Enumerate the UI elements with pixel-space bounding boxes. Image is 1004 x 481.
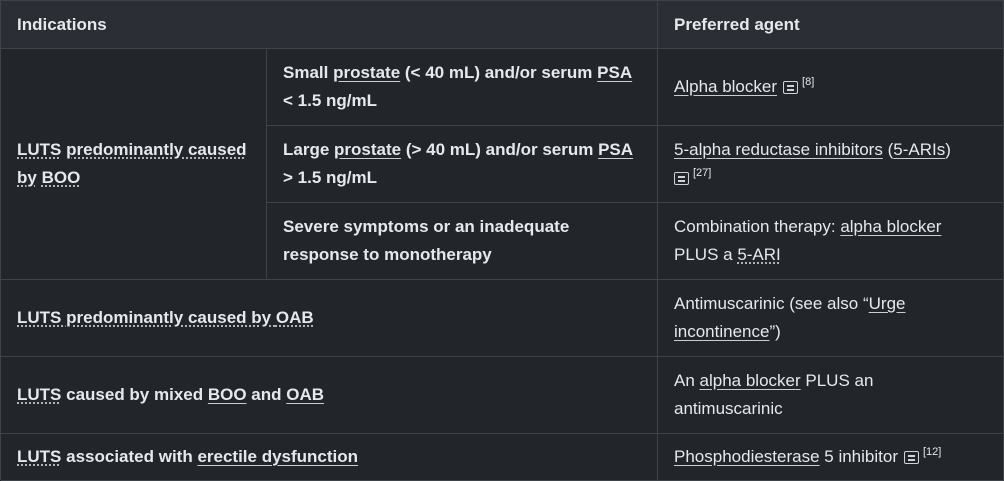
reference-12[interactable]: [12] (922, 446, 942, 458)
psa-link[interactable]: PSA (598, 140, 634, 159)
boo-group-label: LUTS predominantly caused by BOO (17, 136, 250, 192)
header-indications-label: Indications (17, 14, 107, 34)
text-fragment: ( (882, 140, 894, 159)
erectile-dysfunction-link[interactable]: erectile dysfunction (197, 447, 359, 466)
predominantly-caused-link[interactable]: predominantly caused by (61, 308, 276, 327)
luts-link[interactable]: LUTS (17, 385, 62, 404)
text-fragment: response to monotherapy (283, 245, 492, 264)
5-ari-link[interactable]: 5-ARI (737, 245, 781, 264)
boo-link[interactable]: BOO (207, 385, 247, 404)
boo-group-cell: LUTS predominantly caused by BOO (1, 49, 267, 280)
mixed-cell: LUTS caused by mixed BOO and OAB (1, 357, 658, 434)
ed-label: LUTS associated with erectile dysfunctio… (17, 443, 641, 471)
reference-8[interactable]: [8] (802, 76, 815, 88)
text-fragment: and (246, 385, 287, 404)
5-ari-cell: 5-alpha reductase inhibitors (5-ARIs) [2… (658, 126, 1004, 203)
text-fragment: 5 inhibitor (819, 447, 898, 466)
header-preferred-agent-label: Preferred agent (674, 14, 800, 34)
luts-link[interactable]: LUTS (17, 447, 62, 466)
text-fragment: PLUS an (800, 371, 874, 390)
note-icon[interactable] (783, 81, 799, 94)
predominantly-caused-link[interactable]: predominantly caused (66, 140, 247, 159)
alpha-blocker-link[interactable]: Alpha blocker (674, 77, 778, 96)
5-aris-link[interactable]: 5-ARIs (893, 140, 946, 159)
large-prostate-text: Large prostate (> 40 mL) and/or serum PS… (283, 136, 641, 192)
text-fragment: > 1.5 ng/mL (283, 168, 377, 187)
text-fragment: ) (945, 140, 951, 159)
text-fragment: Small (283, 63, 334, 82)
luts-link[interactable]: LUTS (17, 308, 62, 327)
note-icon[interactable] (674, 172, 689, 185)
text-fragment: Antimuscarinic (see also “ (674, 294, 869, 313)
oab-link[interactable]: OAB (286, 385, 325, 404)
psa-link[interactable]: PSA (597, 63, 633, 82)
combination-therapy-cell: Combination therapy: alpha blocker PLUS … (658, 203, 1004, 280)
luts-link[interactable]: LUTS (17, 140, 62, 159)
large-prostate-cell: Large prostate (> 40 mL) and/or serum PS… (267, 126, 658, 203)
urge-incontinence-link[interactable]: Urge (868, 294, 906, 313)
alpha-blocker-link[interactable]: alpha blocker (840, 217, 942, 236)
5-alpha-reductase-link[interactable]: 5-alpha reductase inhibitors (674, 140, 883, 159)
text-fragment: Combination therapy: (674, 217, 841, 236)
text-fragment: PLUS a (674, 245, 738, 264)
header-preferred-agent: Preferred agent (658, 1, 1004, 49)
text-fragment: An (674, 371, 700, 390)
oab-label: LUTS predominantly caused by OAB (17, 304, 641, 332)
alpha-blocker-cell: Alpha blocker [8] (658, 49, 1004, 126)
text-fragment: Severe symptoms or an inadequate (283, 217, 570, 236)
urge-incontinence-link-2[interactable]: incontinence (674, 322, 770, 341)
severe-symptoms-text: Severe symptoms or an inadequate respons… (283, 213, 641, 269)
oab-cell: LUTS predominantly caused by OAB (1, 280, 658, 357)
antimuscarinic-cell: Antimuscarinic (see also “Urge incontine… (658, 280, 1004, 357)
note-icon[interactable] (903, 451, 919, 464)
mixed-agent-cell: An alpha blocker PLUS an antimuscarinic (658, 357, 1004, 434)
text-fragment: (< 40 mL) and/or serum (400, 63, 598, 82)
prostate-link[interactable]: prostate (334, 140, 402, 159)
text-fragment: Large (283, 140, 335, 159)
reference-27[interactable]: [27] (693, 167, 712, 179)
by-link[interactable]: by (17, 168, 37, 187)
phosphodiesterase-link[interactable]: Phosphodiesterase (674, 447, 820, 466)
alpha-blocker-link[interactable]: alpha blocker (699, 371, 801, 390)
text-fragment: caused by mixed (61, 385, 208, 404)
text-fragment: antimuscarinic (674, 399, 783, 418)
pde5-cell: Phosphodiesterase 5 inhibitor [12] (658, 434, 1004, 481)
text-fragment: associated with (61, 447, 198, 466)
text-fragment: (> 40 mL) and/or serum (401, 140, 599, 159)
severe-symptoms-cell: Severe symptoms or an inadequate respons… (267, 203, 658, 280)
mixed-label: LUTS caused by mixed BOO and OAB (17, 381, 641, 409)
small-prostate-cell: Small prostate (< 40 mL) and/or serum PS… (267, 49, 658, 126)
boo-link[interactable]: BOO (41, 168, 81, 187)
prostate-link[interactable]: prostate (333, 63, 401, 82)
text-fragment: < 1.5 ng/mL (283, 91, 377, 110)
text-fragment: ”) (769, 322, 781, 341)
header-indications: Indications (1, 1, 658, 49)
small-prostate-text: Small prostate (< 40 mL) and/or serum PS… (283, 59, 641, 115)
oab-link[interactable]: OAB (275, 308, 314, 327)
ed-cell: LUTS associated with erectile dysfunctio… (1, 434, 658, 481)
